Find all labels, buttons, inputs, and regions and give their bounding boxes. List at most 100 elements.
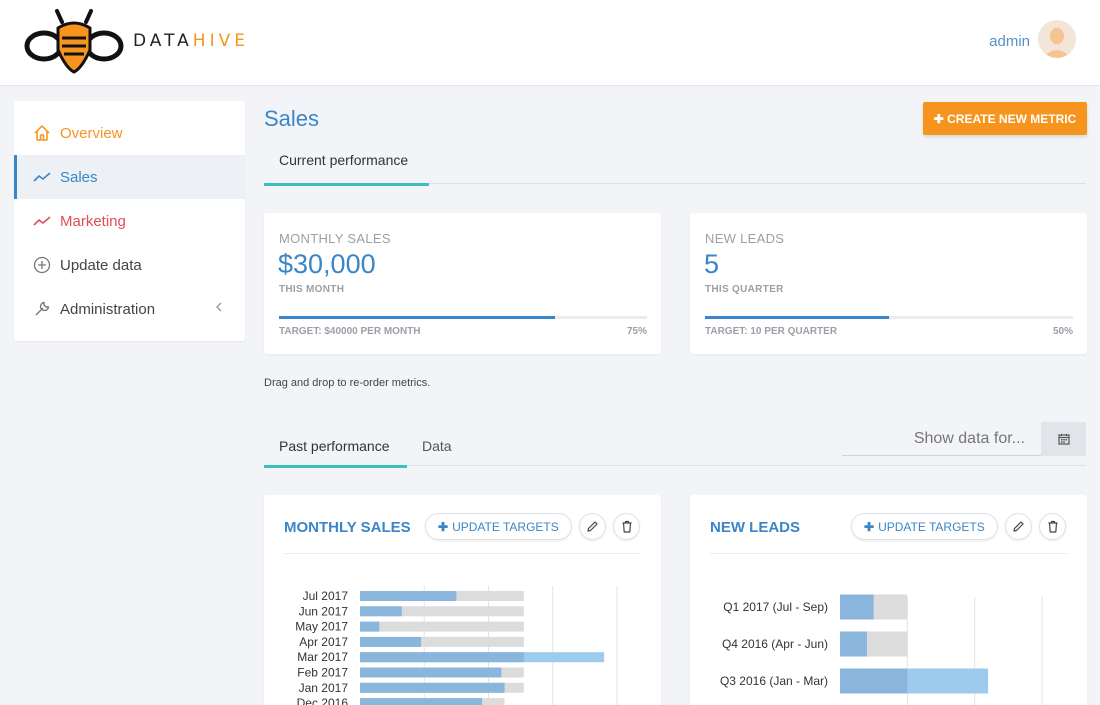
- home-icon: [32, 123, 52, 143]
- new-leads-chart: Q1 2017 (Jul - Sep) Q4 2016 (Apr - Jun) Q3…: [720, 594, 1043, 705]
- actual-bar: [360, 667, 502, 678]
- chart-card-monthly-sales: MONTHLY SALES ✚ UPDATE TARGETS Jul 2017 Ju…: [264, 495, 661, 705]
- progress-fill: [279, 316, 555, 319]
- sidebar-item-sales[interactable]: Sales: [14, 155, 245, 199]
- metric-percent: 75%: [626, 326, 647, 337]
- update-targets-button[interactable]: ✚ UPDATE TARGETS: [851, 513, 998, 540]
- actual-bar: [840, 594, 874, 620]
- sidebar-item-overview[interactable]: Overview: [14, 111, 245, 155]
- page-title: Sales: [264, 106, 320, 131]
- target-bar: [360, 606, 524, 617]
- actual-bar: [360, 682, 505, 693]
- user-avatar-icon: [1038, 20, 1076, 58]
- metric-label: MONTHLY SALES: [279, 231, 391, 246]
- date-filter: [842, 422, 1086, 456]
- update-targets-label: UPDATE TARGETS: [452, 519, 559, 534]
- trash-icon: [622, 520, 631, 533]
- actual-bar: [360, 698, 483, 705]
- calendar-icon: [1057, 434, 1070, 445]
- target-bar: [360, 621, 524, 632]
- tab-current-performance[interactable]: Current performance: [264, 148, 429, 186]
- bee-logo-icon[interactable]: [24, 8, 124, 74]
- category-label: Jul 2017: [303, 589, 349, 603]
- metric-card-new-leads[interactable]: NEW LEADS 5 THIS QUARTER TARGET: 10 PER …: [690, 213, 1087, 354]
- sidebar-item-label: Marketing: [60, 212, 126, 230]
- update-targets-button[interactable]: ✚ UPDATE TARGETS: [425, 513, 572, 540]
- sidebar-item-label: Administration: [60, 300, 156, 318]
- tab-data[interactable]: Data: [422, 438, 452, 454]
- category-label: Feb 2017: [297, 666, 348, 680]
- category-label: Q4 2016 (Apr - Jun): [722, 637, 828, 651]
- delete-button[interactable]: [613, 513, 640, 540]
- actual-bar: [360, 652, 524, 663]
- pencil-icon: [1013, 521, 1024, 532]
- plus-icon: ✚: [864, 519, 875, 534]
- divider: [710, 553, 1067, 554]
- metric-percent: 50%: [1052, 326, 1073, 337]
- chevron-left-icon[interactable]: [215, 300, 223, 316]
- sidebar-item-administration[interactable]: Administration: [14, 287, 245, 331]
- user-name-link[interactable]: admin: [989, 33, 1030, 50]
- progress-track: [279, 316, 647, 319]
- past-tabs: Past performance Data: [264, 428, 1086, 468]
- update-targets-label: UPDATE TARGETS: [878, 519, 985, 534]
- plus-icon: ✚: [438, 519, 449, 534]
- actual-bar: [840, 631, 867, 657]
- category-label: Mar 2017: [297, 650, 348, 664]
- plus-icon: ✚: [933, 111, 944, 126]
- actual-bar: [360, 621, 380, 632]
- metric-target: TARGET: $40000 PER MONTH: [279, 326, 421, 337]
- chart-title: NEW LEADS: [710, 519, 800, 536]
- wrench-icon: [32, 299, 52, 319]
- pencil-icon: [587, 521, 598, 532]
- brand-part-data: DATA: [133, 31, 193, 51]
- current-tabs: Current performance: [264, 148, 1086, 186]
- category-label: Jan 2017: [299, 681, 349, 695]
- category-label: Q1 2017 (Jul - Sep): [723, 600, 828, 614]
- trend-line-icon: [32, 167, 52, 187]
- sidebar-item-update-data[interactable]: Update data: [14, 243, 245, 287]
- metric-label: NEW LEADS: [705, 231, 785, 246]
- actual-bar: [840, 668, 908, 694]
- sidebar-item-label: Sales: [60, 168, 98, 186]
- plus-circle-icon: [32, 255, 52, 275]
- edit-button[interactable]: [1005, 513, 1032, 540]
- sidebar-item-label: Overview: [60, 124, 123, 142]
- create-new-metric-label: CREATE NEW METRIC: [947, 111, 1077, 126]
- category-label: Apr 2017: [299, 635, 348, 649]
- avatar[interactable]: [1038, 20, 1076, 58]
- category-label: Q3 2016 (Jan - Mar): [720, 674, 828, 688]
- trend-line-icon: [32, 211, 52, 231]
- calendar-button[interactable]: [1041, 422, 1086, 456]
- metric-card-monthly-sales[interactable]: MONTHLY SALES $30,000 THIS MONTH TARGET:…: [264, 213, 661, 354]
- category-label: May 2017: [295, 620, 348, 634]
- actual-bar: [360, 636, 422, 647]
- category-label: Jun 2017: [299, 604, 349, 618]
- edit-button[interactable]: [579, 513, 606, 540]
- trash-icon: [1048, 520, 1057, 533]
- create-new-metric-button[interactable]: ✚ CREATE NEW METRIC: [923, 102, 1087, 135]
- progress-track: [705, 316, 1073, 319]
- brand-name: DATAHIVE: [133, 31, 249, 51]
- actual-bar: [360, 606, 402, 617]
- metric-value: $30,000: [278, 249, 376, 279]
- chart-card-new-leads: NEW LEADS ✚ UPDATE TARGETS Q1 2017 (Jul -…: [690, 495, 1087, 705]
- chart-title: MONTHLY SALES: [284, 519, 411, 536]
- sidebar-item-marketing[interactable]: Marketing: [14, 199, 245, 243]
- metric-period: THIS MONTH: [279, 284, 345, 295]
- actual-bar: [360, 591, 457, 601]
- sidebar: Overview Sales Marketing Update data Adm…: [14, 101, 245, 341]
- progress-fill: [705, 316, 889, 319]
- show-data-for-input[interactable]: [842, 422, 1041, 456]
- app-header: DATAHIVE admin: [0, 0, 1100, 86]
- sidebar-item-label: Update data: [60, 256, 142, 274]
- category-label: Dec 2016: [297, 696, 349, 705]
- metric-value: 5: [704, 249, 720, 279]
- tab-past-performance[interactable]: Past performance: [264, 434, 407, 468]
- reorder-hint: Drag and drop to re-order metrics.: [264, 377, 431, 389]
- brand-part-hive: HIVE: [192, 31, 249, 51]
- target-bar: [360, 636, 524, 647]
- delete-button[interactable]: [1039, 513, 1066, 540]
- divider: [284, 553, 641, 554]
